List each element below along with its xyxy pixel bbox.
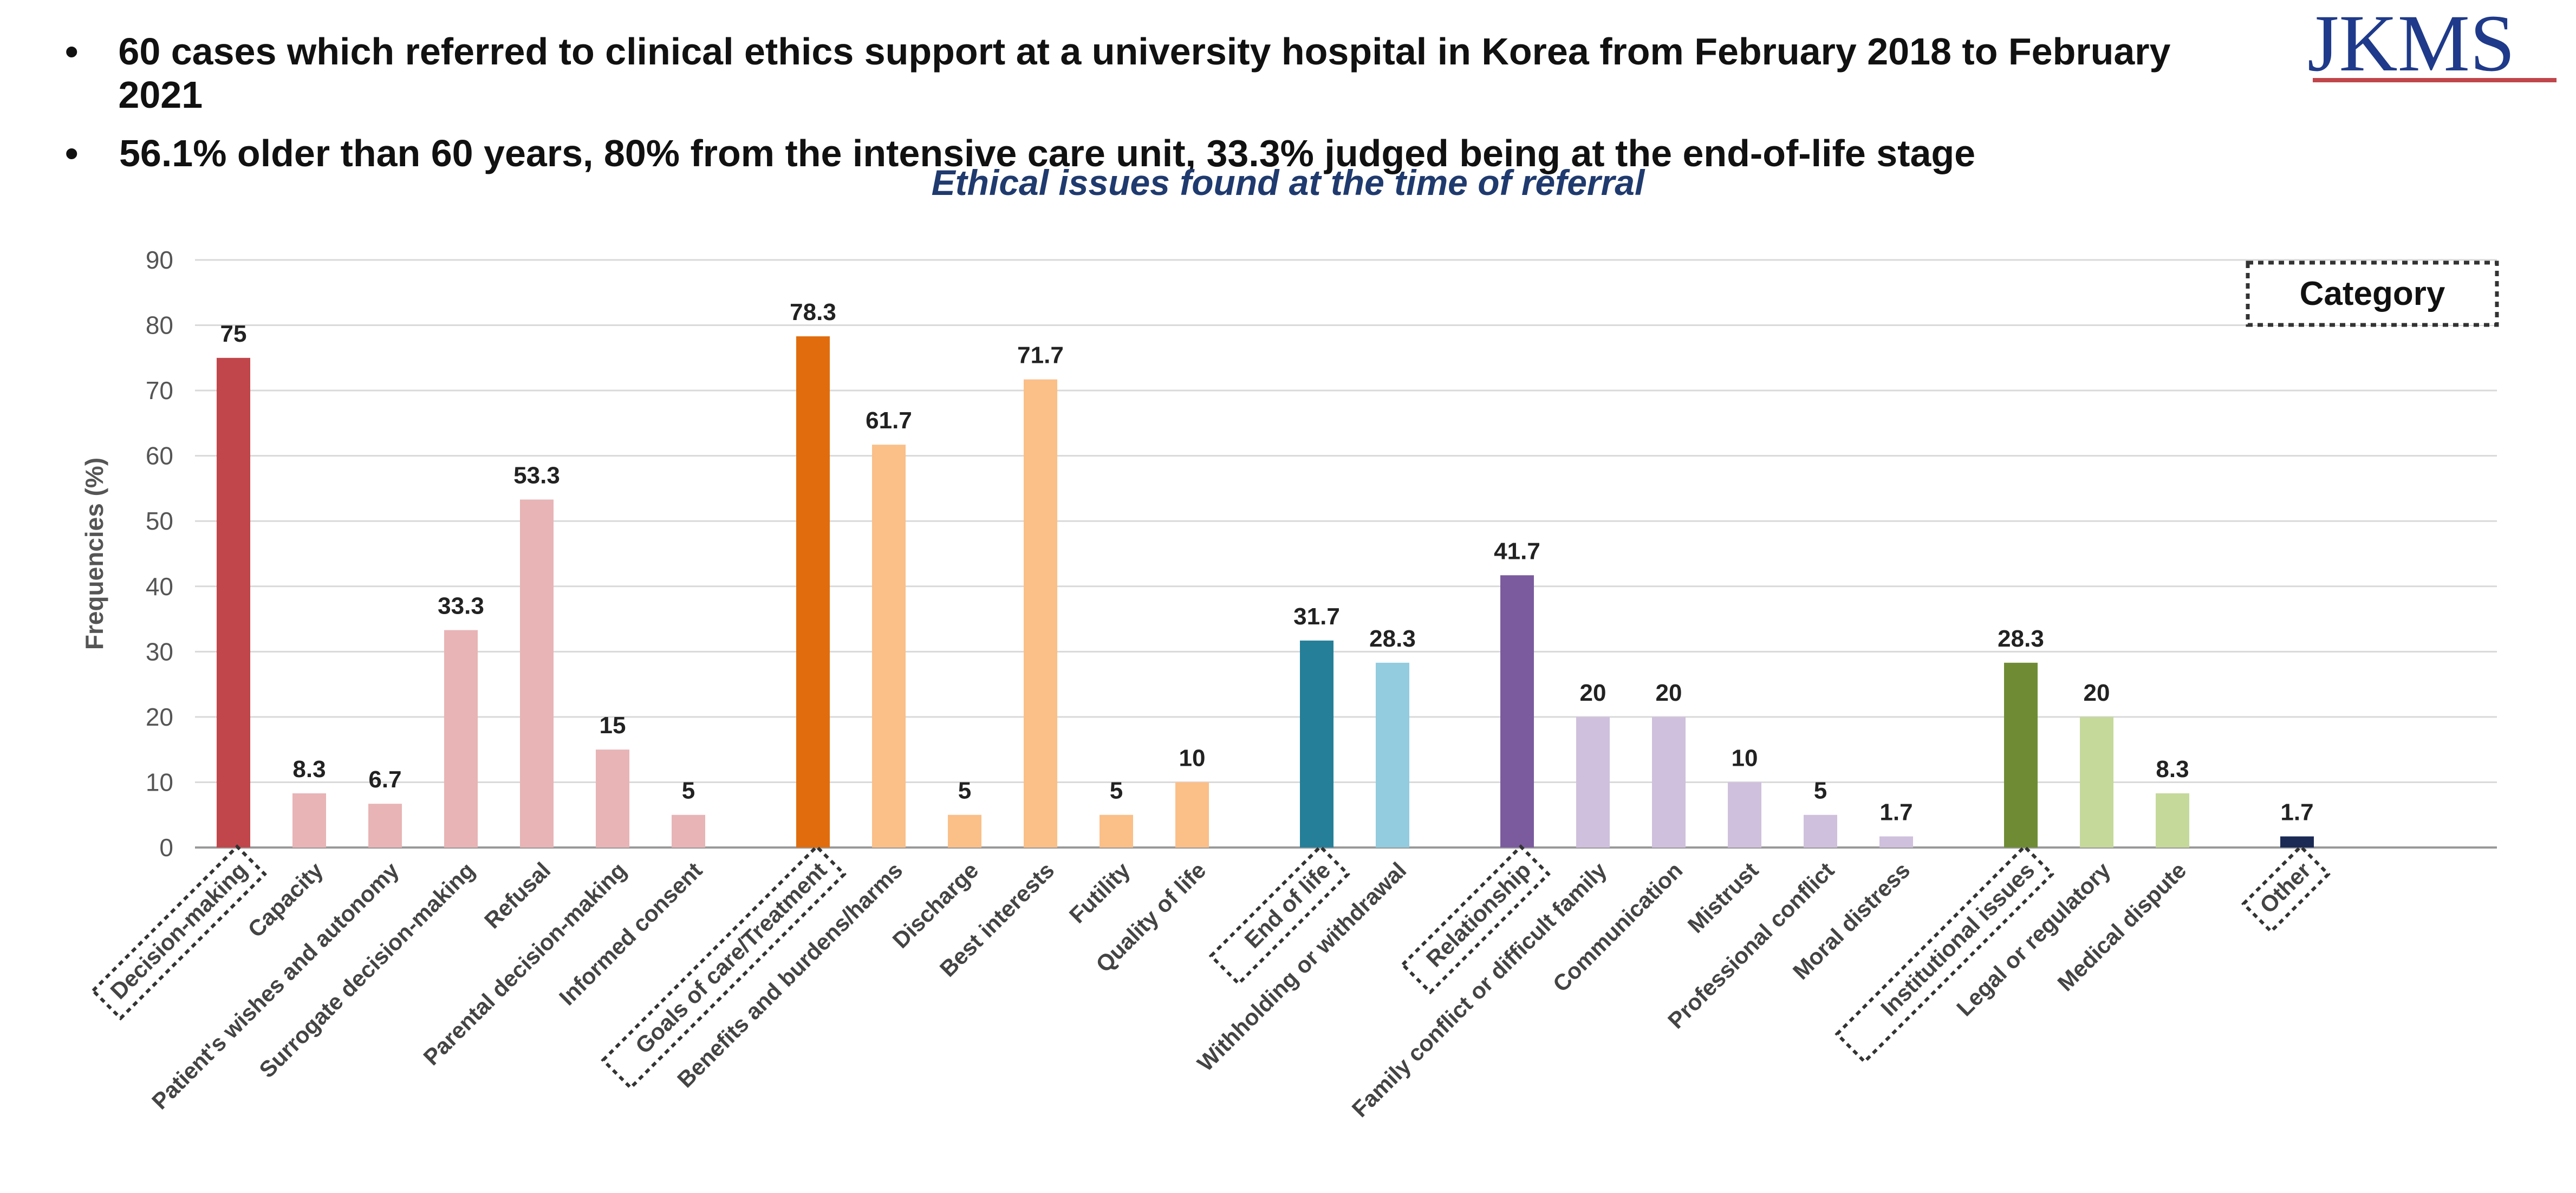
value-label-7: 78.3: [790, 299, 836, 325]
bar-21: [2004, 662, 2038, 848]
category-header-box-0: [90, 844, 267, 1021]
bar-5: [596, 749, 629, 848]
value-label-1: 8.3: [292, 756, 326, 783]
x-tick-label-4: Refusal: [479, 857, 556, 934]
bar-9: [948, 814, 981, 848]
value-label-16: 20: [1580, 680, 1606, 706]
y-tick-label: 0: [159, 833, 173, 862]
bar-7: [796, 336, 830, 848]
bar-4: [520, 499, 554, 848]
value-label-24: 1.7: [2280, 799, 2313, 826]
value-label-3: 33.3: [438, 593, 484, 620]
bar-19: [1804, 814, 1837, 848]
bullet-demographics: • 56.1% older than 60 years, 80% from th…: [65, 132, 2232, 175]
chart-title: Ethical issues found at the time of refe…: [932, 162, 1645, 203]
jkms-logo-text: JKMS: [2307, 5, 2515, 88]
bar-11: [1100, 814, 1133, 848]
bar-12: [1175, 782, 1209, 848]
value-label-15: 41.7: [1494, 538, 1540, 564]
value-label-11: 5: [1110, 778, 1123, 804]
jkms-logo: JKMS: [2307, 5, 2557, 88]
bar-15: [1500, 575, 1534, 848]
bar-14: [1376, 662, 1409, 848]
bar-0: [217, 357, 250, 848]
bar-2: [368, 804, 402, 848]
bar-10: [1024, 379, 1057, 848]
x-tick-group-23: Medical dispute: [2052, 857, 2191, 996]
y-tick-label: 20: [146, 703, 173, 731]
x-tick-label-23: Medical dispute: [2052, 857, 2191, 996]
value-label-2: 6.7: [368, 766, 401, 793]
bar-3: [444, 630, 478, 848]
ethical-issues-bar-chart: Ethical issues found at the time of refe…: [80, 162, 2499, 1122]
value-label-17: 20: [1656, 680, 1682, 706]
value-label-4: 53.3: [513, 462, 560, 488]
bullet-dot: •: [65, 132, 79, 174]
bar-23: [2156, 793, 2189, 848]
x-tick-label-18: Mistrust: [1683, 857, 1764, 938]
bar-20: [1879, 836, 1913, 848]
bar-18: [1728, 782, 1761, 848]
value-label-8: 61.7: [866, 407, 912, 434]
value-label-14: 28.3: [1369, 625, 1416, 652]
x-tick-group-0: Decision-making: [90, 844, 267, 1021]
x-tick-group-13: End of life: [1208, 844, 1350, 986]
category-header-box-15: [1400, 844, 1551, 995]
x-tick-group-18: Mistrust: [1683, 857, 1764, 938]
value-label-18: 10: [1732, 745, 1758, 771]
category-legend-box: [2246, 260, 2499, 327]
bar-24: [2280, 836, 2314, 848]
bar-22: [2080, 716, 2113, 848]
x-tick-group-17: Communication: [1548, 857, 1688, 997]
y-axis-label: Frequencies (%): [80, 458, 108, 650]
x-tick-label-11: Futility: [1064, 857, 1135, 928]
x-tick-group-4: Refusal: [479, 857, 556, 934]
value-label-12: 10: [1179, 745, 1206, 771]
bullet-text-demographics: 56.1% older than 60 years, 80% from the …: [119, 132, 1976, 174]
bullet-dot: •: [65, 30, 79, 73]
summary-bullets: • 60 cases which referred to clinical et…: [65, 30, 2232, 190]
value-label-22: 20: [2084, 680, 2110, 706]
x-tick-label-24: Other: [2255, 857, 2315, 918]
x-tick-group-11: Futility: [1064, 857, 1135, 928]
value-label-13: 31.7: [1293, 603, 1340, 630]
category-legend-label: Category: [2300, 275, 2445, 312]
value-label-9: 5: [958, 778, 971, 804]
x-tick-group-24: Other: [2241, 844, 2331, 934]
bar-13: [1300, 640, 1333, 848]
value-label-20: 1.7: [1879, 799, 1913, 826]
x-tick-group-15: Relationship: [1400, 844, 1551, 995]
y-tick-label: 40: [146, 572, 173, 601]
x-tick-label-0: Decision-making: [105, 857, 252, 1004]
y-tick-label: 10: [146, 768, 173, 796]
x-tick-label-17: Communication: [1548, 857, 1688, 997]
bar-17: [1652, 716, 1686, 848]
value-label-0: 75: [220, 321, 247, 347]
y-tick-label: 60: [146, 442, 173, 470]
y-tick-label: 80: [146, 311, 173, 340]
bar-6: [672, 814, 705, 848]
value-label-21: 28.3: [1998, 625, 2044, 652]
category-header-box-13: [1208, 844, 1350, 986]
y-tick-label: 50: [146, 507, 173, 535]
y-tick-label: 90: [146, 246, 173, 274]
bar-8: [872, 445, 906, 848]
category-header-box-7: [601, 844, 847, 1090]
category-header-box-24: [2241, 844, 2331, 934]
y-tick-label: 30: [146, 637, 173, 666]
bar-16: [1576, 716, 1610, 848]
value-label-23: 8.3: [2156, 756, 2189, 783]
y-tick-label: 70: [146, 376, 173, 405]
bar-1: [292, 793, 326, 848]
value-label-6: 5: [682, 778, 695, 804]
value-label-19: 5: [1814, 778, 1827, 804]
bullet-cases: • 60 cases which referred to clinical et…: [65, 30, 2232, 116]
category-header-box-21: [1835, 844, 2054, 1064]
value-label-10: 71.7: [1017, 342, 1064, 369]
bullet-text-cases: 60 cases which referred to clinical ethi…: [118, 30, 2171, 116]
value-label-5: 15: [600, 712, 626, 739]
